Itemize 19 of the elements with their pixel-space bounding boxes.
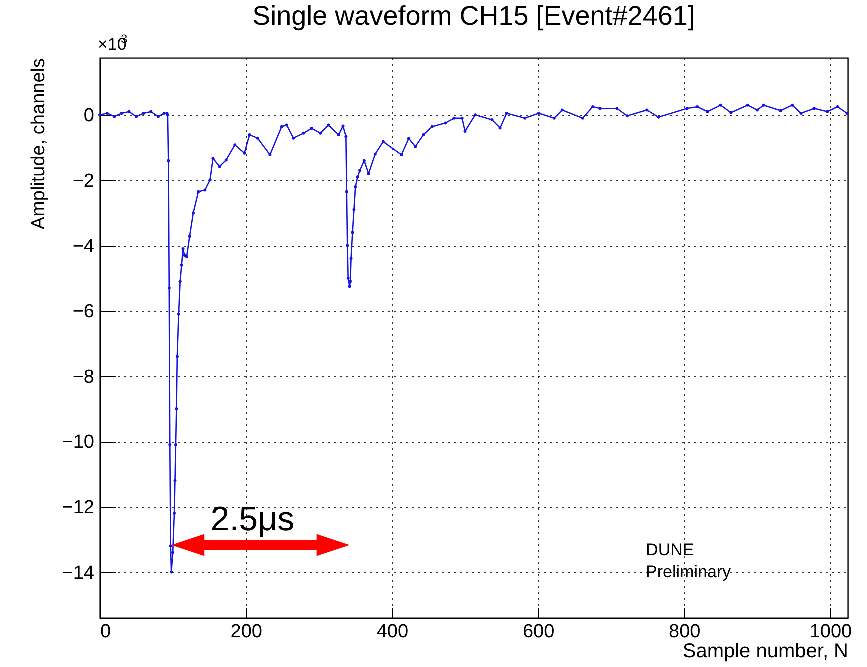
annotation: 2.5μs bbox=[210, 500, 295, 538]
x-axis-title: Sample number, N bbox=[682, 640, 848, 662]
y-tick-label: −2 bbox=[72, 170, 94, 192]
annotation: DUNE Preliminary bbox=[646, 540, 732, 582]
y-tick-label: −8 bbox=[72, 366, 94, 388]
chart-title: Single waveform CH15 [Event#2461] bbox=[252, 1, 696, 31]
y-tick-label: −10 bbox=[62, 432, 94, 454]
x-tick-label: 800 bbox=[669, 622, 701, 642]
x-tick-label: 1000 bbox=[810, 622, 852, 642]
x-tick-label: 600 bbox=[522, 622, 555, 642]
y-axis-title: Amplitude, channels bbox=[28, 58, 50, 230]
x-tick-label: 200 bbox=[230, 622, 262, 642]
x-tick-label: 400 bbox=[376, 622, 409, 642]
x-tick-label: 0 bbox=[100, 622, 112, 642]
y-tick-label: −6 bbox=[72, 302, 94, 323]
y-tick-label: −14 bbox=[62, 562, 95, 584]
y-tick-label: −12 bbox=[62, 497, 94, 518]
y-tick-label: 0 bbox=[84, 106, 94, 127]
y-tick-label: −4 bbox=[72, 236, 95, 258]
